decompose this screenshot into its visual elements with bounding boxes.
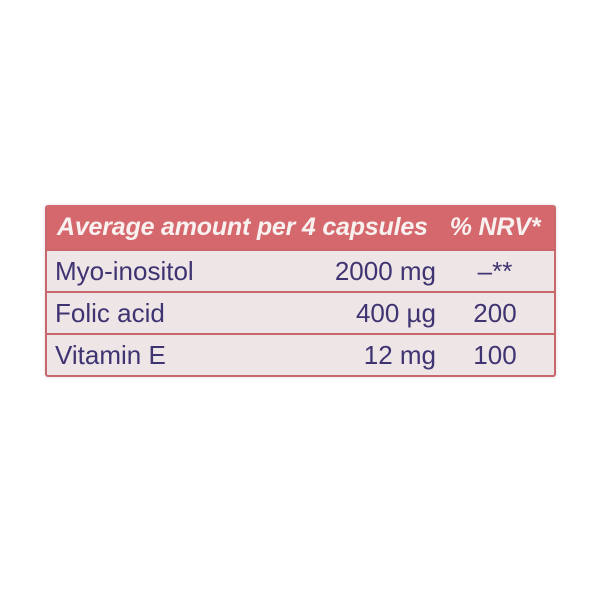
supplement-facts-label: Average amount per 4 capsules % NRV* Myo… xyxy=(45,205,556,377)
nutrient-nrv: 200 xyxy=(473,297,517,328)
table-header-title: Average amount per 4 capsules xyxy=(57,212,428,241)
table-row: Myo-inositol 2000 mg –** xyxy=(47,249,554,291)
table-row: Vitamin E 12 mg 100 xyxy=(47,333,554,375)
nutrient-nrv: 100 xyxy=(473,339,517,370)
nutrient-amount: 12 mg xyxy=(363,339,436,370)
table-header-bar: Average amount per 4 capsules % NRV* xyxy=(47,205,554,249)
nutrient-nrv: –** xyxy=(477,255,513,286)
nutrient-name: Vitamin E xyxy=(55,339,166,370)
nutrient-amount: 400 µg xyxy=(355,297,436,328)
nutrient-name: Myo-inositol xyxy=(55,255,194,286)
nutrient-amount: 2000 mg xyxy=(334,255,436,286)
table-header-nrv: % NRV* xyxy=(449,212,541,241)
nutrient-name: Folic acid xyxy=(55,297,165,328)
table-row: Folic acid 400 µg 200 xyxy=(47,291,554,333)
